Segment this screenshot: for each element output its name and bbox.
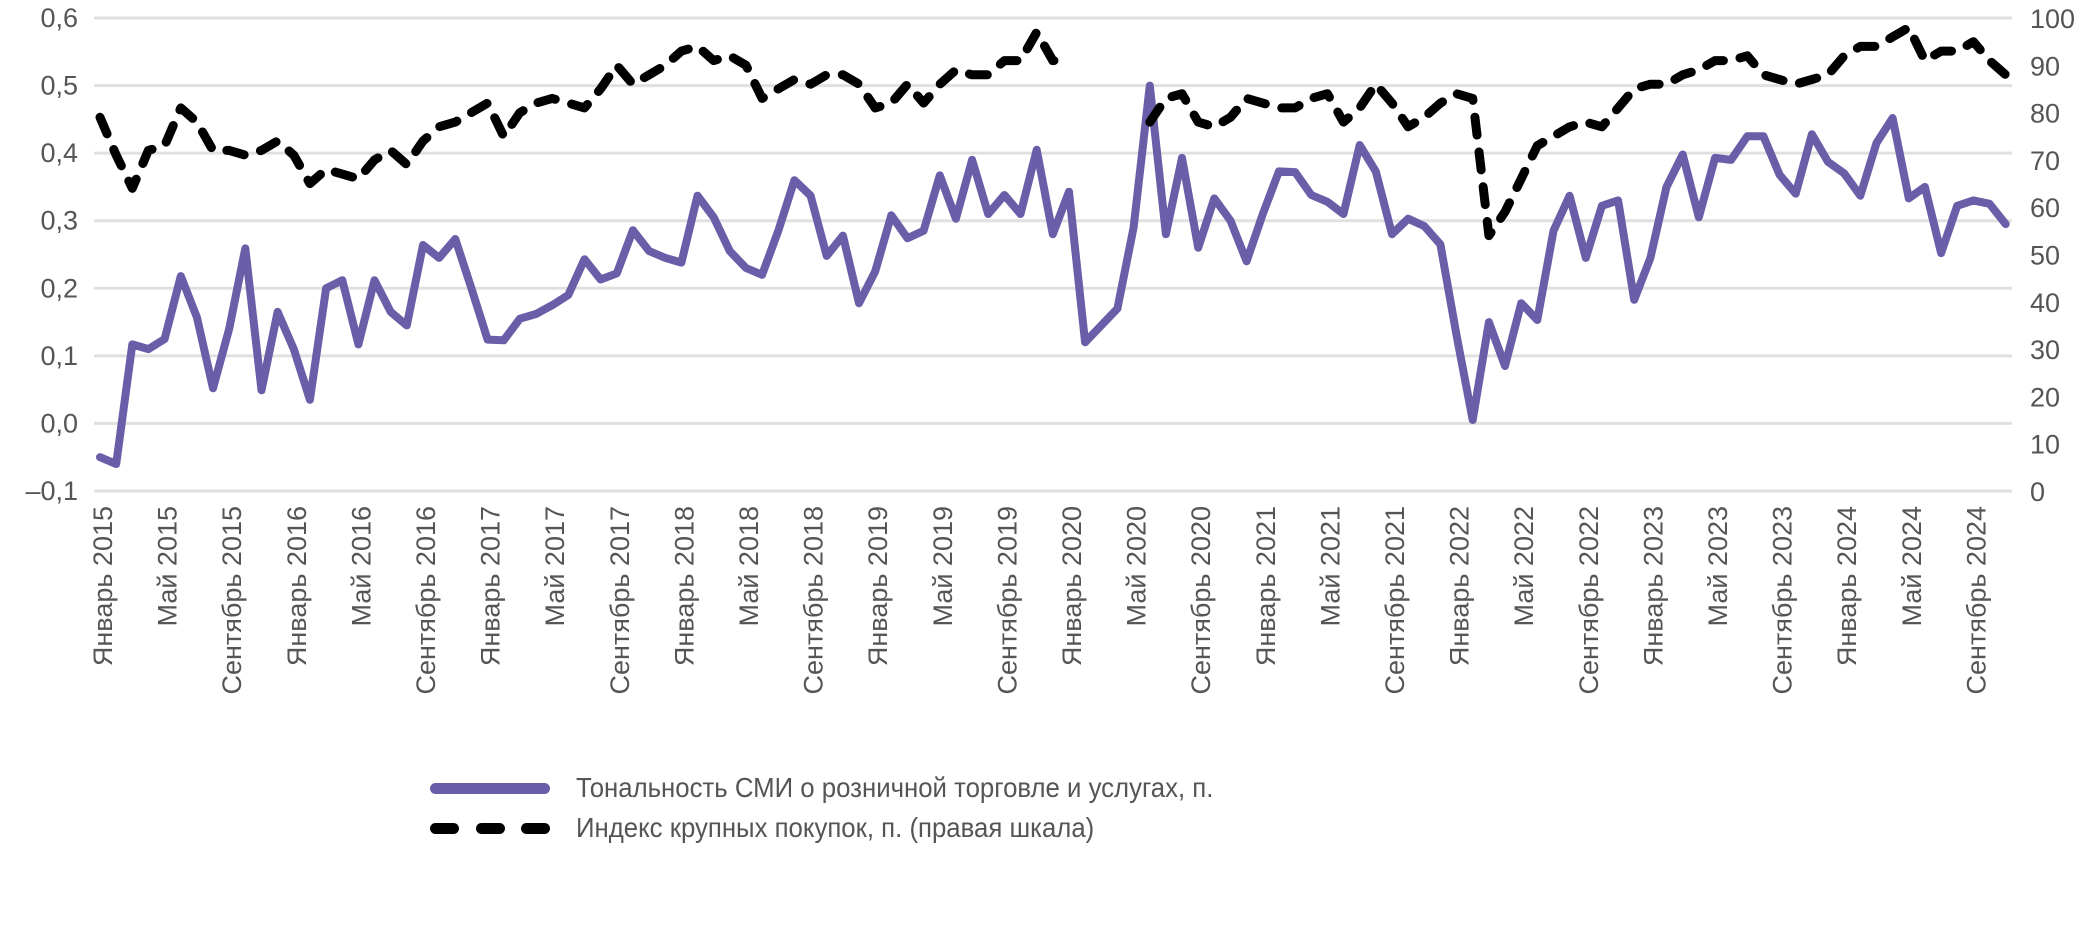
y-left-tick-label: 0,5 bbox=[40, 71, 78, 101]
x-tick-label: Январь 2017 bbox=[476, 506, 506, 666]
x-tick-label: Сентябрь 2018 bbox=[799, 506, 829, 695]
x-tick-label: Сентябрь 2017 bbox=[605, 506, 635, 695]
x-tick-label: Сентябрь 2021 bbox=[1380, 506, 1410, 695]
y-right-tick-label: 50 bbox=[2030, 241, 2060, 271]
x-tick-label: Сентябрь 2015 bbox=[217, 506, 247, 695]
y-right-tick-label: 10 bbox=[2030, 430, 2060, 460]
legend-swatch-solid bbox=[430, 782, 550, 794]
y-right-tick-label: 0 bbox=[2030, 477, 2045, 507]
series-line-purchase-index bbox=[95, 23, 2011, 241]
legend-label: Индекс крупных покупок, п. (правая шкала… bbox=[576, 812, 1095, 843]
y-right-tick-label: 20 bbox=[2030, 382, 2060, 412]
x-tick-label: Январь 2019 bbox=[863, 506, 893, 666]
x-tick-label: Январь 2018 bbox=[669, 506, 699, 666]
y-left-tick-label: 0,6 bbox=[40, 3, 78, 33]
y-left-tick-label: 0,1 bbox=[40, 341, 78, 371]
x-tick-label: Январь 2020 bbox=[1057, 506, 1087, 666]
legend-item-purchase-index: Индекс крупных покупок, п. (правая шкала… bbox=[430, 808, 1269, 848]
x-tick-label: Май 2016 bbox=[346, 506, 376, 626]
x-tick-label: Май 2017 bbox=[540, 506, 570, 626]
legend-item-media-tone: Тональность СМИ о розничной торговле и у… bbox=[430, 768, 1269, 808]
x-axis: Январь 2015 Май 2015 Сентябрь 2015 Январь 2… bbox=[88, 506, 1991, 695]
x-tick-label: Май 2023 bbox=[1703, 506, 1733, 626]
y-left-tick-label: 0,2 bbox=[40, 273, 78, 303]
x-tick-label: Май 2015 bbox=[153, 506, 183, 626]
x-tick-label: Май 2018 bbox=[734, 506, 764, 626]
x-tick-label: Сентябрь 2019 bbox=[992, 506, 1022, 695]
y-left-tick-label: 0,0 bbox=[40, 408, 78, 438]
x-tick-label: Май 2020 bbox=[1122, 506, 1152, 626]
x-tick-label: Май 2019 bbox=[928, 506, 958, 626]
x-tick-label: Январь 2015 bbox=[88, 506, 118, 666]
x-tick-label: Сентябрь 2022 bbox=[1574, 506, 1604, 695]
y-axis-right: 0 10 20 30 40 50 60 70 80 90 100 bbox=[2030, 4, 2075, 507]
y-right-tick-label: 70 bbox=[2030, 146, 2060, 176]
legend-label: Тональность СМИ о розничной торговле и у… bbox=[576, 772, 1214, 803]
x-tick-label: Сентябрь 2020 bbox=[1186, 506, 1216, 695]
y-right-tick-label: 30 bbox=[2030, 335, 2060, 365]
legend: Тональность СМИ о розничной торговле и у… bbox=[430, 768, 1269, 848]
y-axis-left: –0,1 0,0 0,1 0,2 0,3 0,4 0,5 0,6 bbox=[25, 3, 78, 506]
y-left-tick-label: 0,4 bbox=[40, 138, 78, 168]
y-left-tick-label: 0,3 bbox=[40, 206, 78, 236]
y-right-tick-label: 100 bbox=[2030, 4, 2075, 34]
x-tick-label: Январь 2021 bbox=[1251, 506, 1281, 666]
y-right-tick-label: 80 bbox=[2030, 99, 2060, 129]
x-tick-label: Май 2021 bbox=[1315, 506, 1345, 626]
y-right-tick-label: 60 bbox=[2030, 193, 2060, 223]
x-tick-label: Январь 2023 bbox=[1638, 506, 1668, 666]
gridlines bbox=[94, 16, 2012, 493]
x-tick-label: Сентябрь 2023 bbox=[1768, 506, 1798, 695]
x-tick-label: Май 2022 bbox=[1509, 506, 1539, 626]
y-right-tick-label: 40 bbox=[2030, 288, 2060, 318]
x-tick-label: Сентябрь 2024 bbox=[1961, 506, 1991, 695]
x-tick-label: Май 2024 bbox=[1897, 506, 1927, 626]
y-right-tick-label: 90 bbox=[2030, 51, 2060, 81]
x-tick-label: Январь 2024 bbox=[1832, 506, 1862, 666]
x-tick-label: Сентябрь 2016 bbox=[411, 506, 441, 695]
series-group bbox=[95, 23, 2011, 468]
x-tick-label: Январь 2016 bbox=[282, 506, 312, 666]
legend-swatch-dashed bbox=[430, 822, 550, 834]
x-tick-label: Январь 2022 bbox=[1445, 506, 1475, 666]
series-line-media-tone bbox=[96, 81, 2010, 468]
y-left-tick-label: –0,1 bbox=[25, 476, 78, 506]
